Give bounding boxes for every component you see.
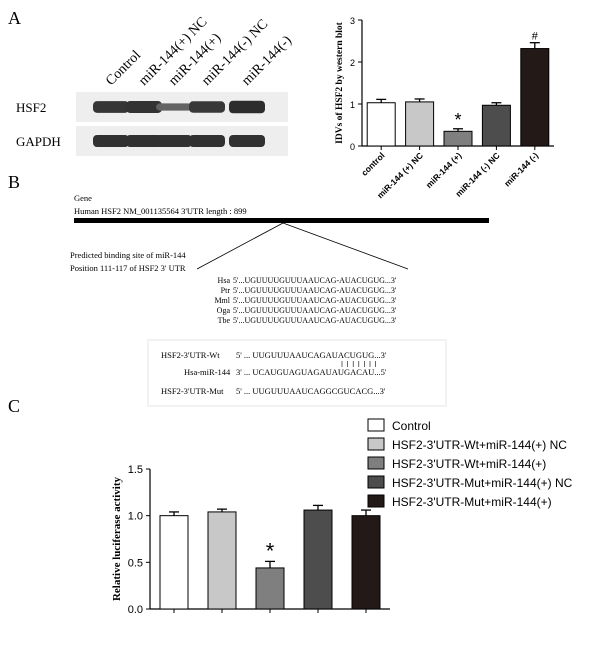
gene-label: Gene <box>74 193 92 203</box>
x-category-label: control <box>359 150 386 177</box>
x-category-label: miR-144 (-) <box>502 150 540 188</box>
y-axis-title: Relative luciferase activity <box>111 477 123 602</box>
mut-sequence: 5' ... UUGUUUAAUCAGGCGUCACG...3' <box>236 386 386 396</box>
y-tick-label: 1 <box>350 100 355 110</box>
legend-swatch <box>367 475 385 489</box>
species-alignment: Hsa 5'...UGUUUUGUUUAAUCAG-AUACUGUG...3'Pt… <box>214 276 396 325</box>
y-tick-label: 2 <box>350 58 355 68</box>
panel-label-a: A <box>8 8 21 28</box>
base-pair-marks <box>341 361 376 367</box>
species-sequence: 5'...UGUUUUGUUUAAUCAG-AUACUGUG...3' <box>233 296 397 305</box>
luciferase-activity-chart: 0.0 0.5 1.0 1.5 Relative luciferase activity… <box>111 464 390 616</box>
legend-swatch <box>367 456 385 470</box>
blot-band <box>126 101 162 113</box>
bar <box>520 48 550 147</box>
significance-mark: * <box>266 538 275 563</box>
gene-description: Human HSF2 NM_001135564 3'UTR length : 8… <box>74 206 247 216</box>
y-tick-label: 0 <box>350 142 355 152</box>
blot-band <box>189 134 225 148</box>
species-name: Hsa <box>218 276 231 285</box>
panel-label-c: C <box>8 396 20 416</box>
blot-row-label: GAPDH <box>16 134 61 149</box>
pairing-box: HSF2-3'UTR-Wt 5' ... UUGUUUAAUCAGAUACUGU… <box>147 339 447 407</box>
legend-entry: HSF2-3'UTR-Mut+miR-144(+) <box>392 495 552 509</box>
wt-label: HSF2-3'UTR-Wt <box>161 350 220 360</box>
western-blot-quantification-chart: 0 1 2 3 IDVs of HSF2 by western blot control m… <box>335 16 554 200</box>
bar <box>366 102 396 147</box>
bar <box>207 511 237 610</box>
bar <box>255 567 285 610</box>
mir-sequence: 3' ... UCAUGUAGUAGAUAUGACAU...5' <box>236 367 387 377</box>
y-axis-title: IDVs of HSF2 by western blot <box>335 21 345 143</box>
blot-band <box>126 134 162 148</box>
y-tick-label: 1.5 <box>128 464 143 476</box>
binding-title: Predicted binding site of miR-144 <box>70 250 186 260</box>
blot-band <box>189 101 225 113</box>
blot-band <box>156 103 192 111</box>
species-sequence: 5'...UGUUUUGUUUAAUCAG-AUACUGUG...3' <box>233 286 397 295</box>
blot-band <box>93 134 129 148</box>
species-name: Oga <box>217 306 231 315</box>
bar <box>405 101 435 147</box>
binding-position: Position 111-117 of HSF2 3' UTR <box>70 263 186 273</box>
bar <box>303 509 333 610</box>
y-tick-label: 1.0 <box>128 511 143 523</box>
blot-lane-label: Control <box>103 48 144 89</box>
gene-schematic: Gene Human HSF2 NM_001135564 3'UTR lengt… <box>70 193 489 325</box>
mut-label: HSF2-3'UTR-Mut <box>161 386 224 396</box>
pairing-frame <box>147 339 447 407</box>
species-name: Mml <box>214 296 230 305</box>
legend-entry: Control <box>392 419 431 433</box>
species-sequence: 5'...UGUUUUGUUUAAUCAG-AUACUGUG...3' <box>233 276 397 285</box>
legend-entry: HSF2-3'UTR-Wt+miR-144(+) NC <box>392 438 567 452</box>
x-category-label: miR-144 (+) <box>424 150 464 190</box>
y-tick-label: 0.0 <box>128 604 143 616</box>
zoom-line-right <box>282 222 409 270</box>
wt-sequence: 5' ... UUGUUUAAUCAGAUACUGUG...3' <box>236 350 387 360</box>
y-tick-label: 0.5 <box>128 557 143 569</box>
species-sequence: 5'...UGUUUUGUUUAAUCAG-AUACUGUG...3' <box>233 316 397 325</box>
legend-swatch <box>367 494 385 508</box>
blot-band <box>156 134 192 148</box>
zoom-line-left <box>196 222 284 270</box>
utr-bar <box>74 218 489 223</box>
bar <box>159 515 189 610</box>
significance-mark: * <box>454 110 461 130</box>
bar <box>443 130 473 147</box>
legend-entry: HSF2-3'UTR-Wt+miR-144(+) <box>392 457 546 471</box>
species-sequence: 5'...UGUUUUGUUUAAUCAG-AUACUGUG...3' <box>233 306 397 315</box>
legend-swatch <box>367 418 385 432</box>
blot-band <box>93 101 129 113</box>
bar <box>481 104 511 147</box>
panel-label-b: B <box>8 172 20 192</box>
species-name: Tbe <box>218 316 231 325</box>
blot-band <box>229 100 265 114</box>
significance-mark: # <box>532 31 539 43</box>
species-name: Ptr <box>221 286 231 295</box>
y-tick-label: 3 <box>350 16 355 26</box>
luciferase-legend: Control HSF2-3'UTR-Wt+miR-144(+) NC HSF2-3… <box>367 418 573 509</box>
legend-entry: HSF2-3'UTR-Mut+miR-144(+) NC <box>392 476 573 490</box>
legend-swatch <box>367 437 385 451</box>
mir-label: Hsa-miR-144 <box>184 367 231 377</box>
blot-row-label: HSF2 <box>16 100 46 115</box>
bar <box>351 515 381 610</box>
blot-band <box>229 134 265 148</box>
